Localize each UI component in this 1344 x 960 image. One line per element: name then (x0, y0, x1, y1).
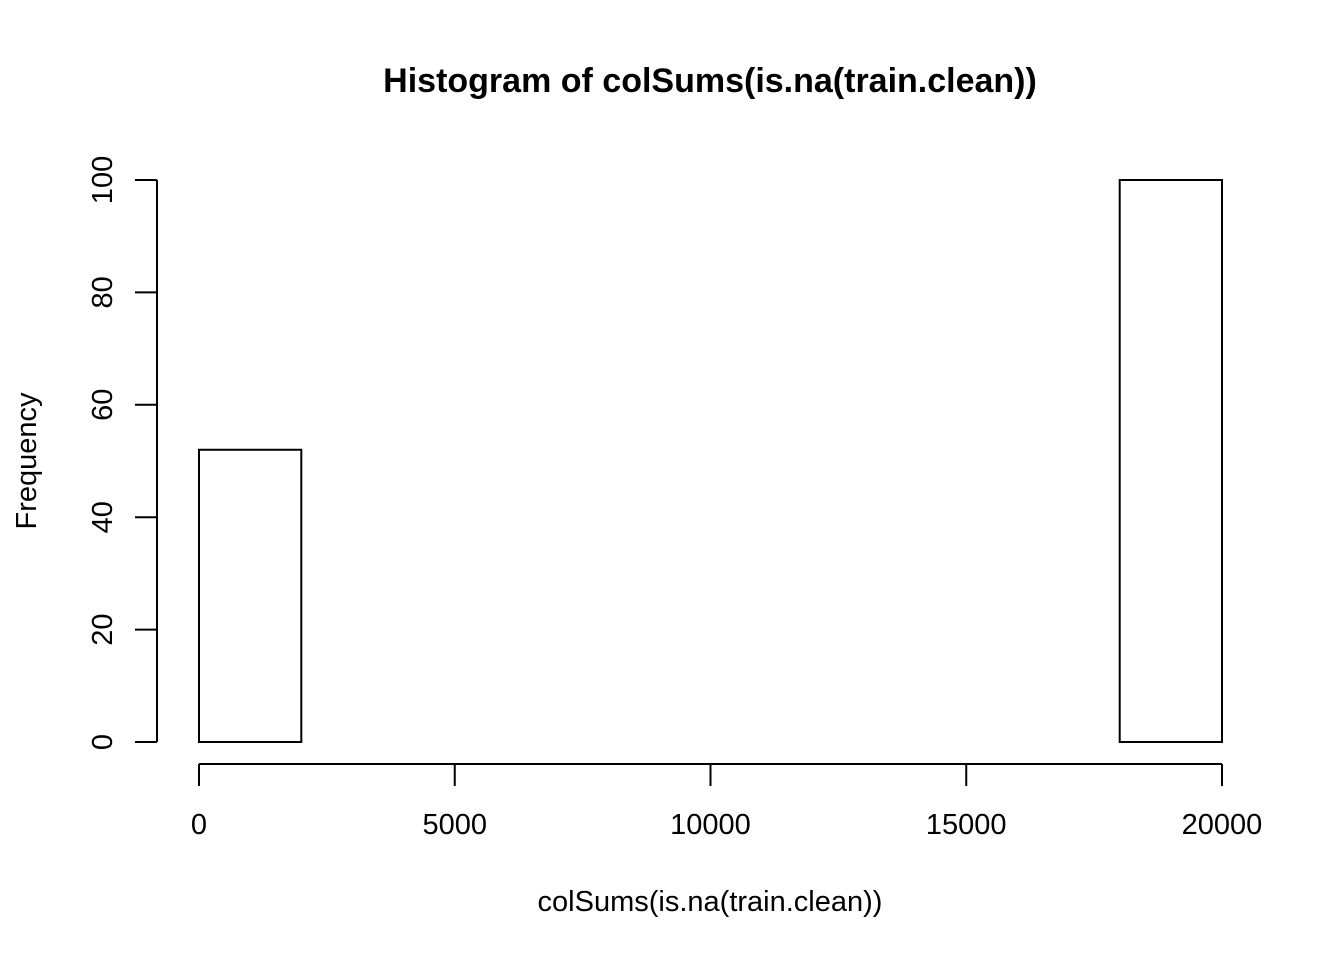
y-tick-label: 80 (87, 276, 119, 308)
y-tick-label: 0 (87, 734, 119, 750)
y-tick-label: 100 (87, 156, 119, 204)
histogram-bar (198, 448, 303, 743)
x-tick-label: 10000 (670, 809, 751, 841)
y-tick-label: 40 (87, 501, 119, 533)
y-axis: 0 20 40 60 80 100 (87, 156, 158, 750)
x-tick-label: 15000 (926, 809, 1007, 841)
x-tick-label: 5000 (422, 809, 487, 841)
x-axis: 0 5000 10000 15000 20000 (191, 763, 1263, 841)
y-tick-label: 60 (87, 389, 119, 421)
x-tick-label: 20000 (1182, 809, 1263, 841)
y-tick-label: 20 (87, 613, 119, 645)
chart-title: Histogram of colSums(is.na(train.clean)) (383, 62, 1037, 100)
y-axis-label: Frequency (11, 392, 43, 530)
x-tick-label: 0 (191, 809, 207, 841)
x-axis-label: colSums(is.na(train.clean)) (538, 886, 883, 918)
histogram-bar (1118, 179, 1223, 743)
bars-group (198, 179, 1223, 743)
